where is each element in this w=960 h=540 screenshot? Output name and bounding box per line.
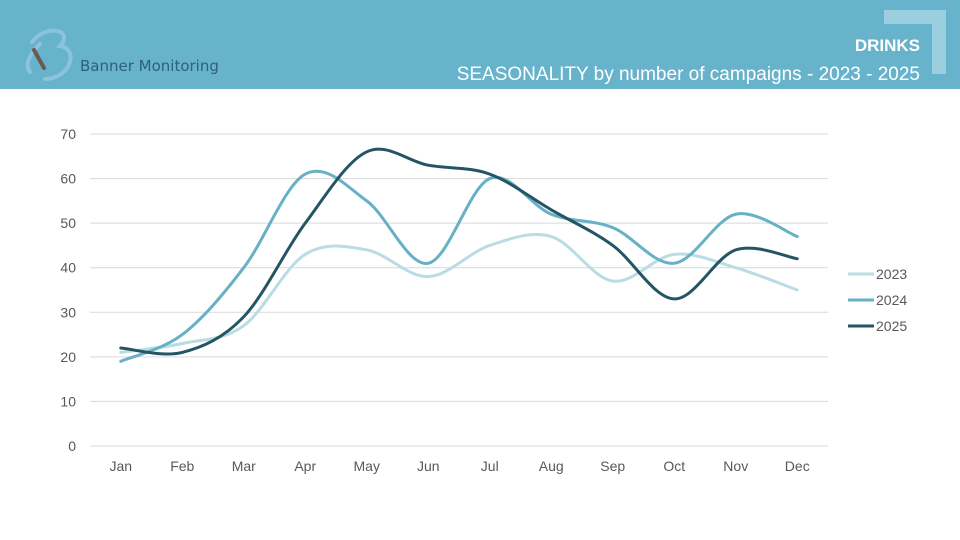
header-banner: Banner Monitoring DRINKS SEASONALITY by … bbox=[0, 0, 960, 89]
x-tick-label: Aug bbox=[539, 458, 564, 474]
x-tick-label: Sep bbox=[600, 458, 625, 474]
series-line-2023 bbox=[119, 232, 799, 354]
legend-label-2023: 2023 bbox=[876, 266, 907, 282]
x-tick-label: Mar bbox=[232, 458, 256, 474]
x-tick-label: Jul bbox=[481, 458, 499, 474]
y-tick-label: 20 bbox=[60, 349, 76, 365]
y-tick-label: 30 bbox=[60, 304, 76, 320]
x-tick-label: Feb bbox=[170, 458, 194, 474]
y-tick-label: 40 bbox=[60, 260, 76, 276]
corner-decoration bbox=[884, 10, 946, 74]
banner-monitoring-logo bbox=[25, 28, 73, 81]
chart-title: SEASONALITY by number of campaigns - 202… bbox=[456, 64, 920, 85]
x-tick-label: Jun bbox=[417, 458, 440, 474]
legend-label-2024: 2024 bbox=[876, 292, 907, 308]
y-tick-label: 50 bbox=[60, 215, 76, 231]
series-line-2025 bbox=[119, 147, 799, 356]
x-tick-label: Apr bbox=[294, 458, 316, 474]
x-tick-label: Dec bbox=[785, 458, 810, 474]
y-tick-label: 60 bbox=[60, 171, 76, 187]
x-tick-label: May bbox=[354, 458, 380, 474]
y-tick-label: 10 bbox=[60, 393, 76, 409]
y-tick-label: 0 bbox=[68, 438, 76, 454]
x-tick-label: Jan bbox=[109, 458, 132, 474]
category-label: DRINKS bbox=[854, 36, 920, 55]
y-tick-label: 70 bbox=[60, 126, 76, 142]
x-tick-label: Nov bbox=[723, 458, 748, 474]
series-line-2024 bbox=[119, 169, 799, 363]
brand-name: Banner Monitoring bbox=[80, 57, 219, 75]
legend-label-2025: 2025 bbox=[876, 318, 907, 334]
x-tick-label: Oct bbox=[663, 458, 685, 474]
